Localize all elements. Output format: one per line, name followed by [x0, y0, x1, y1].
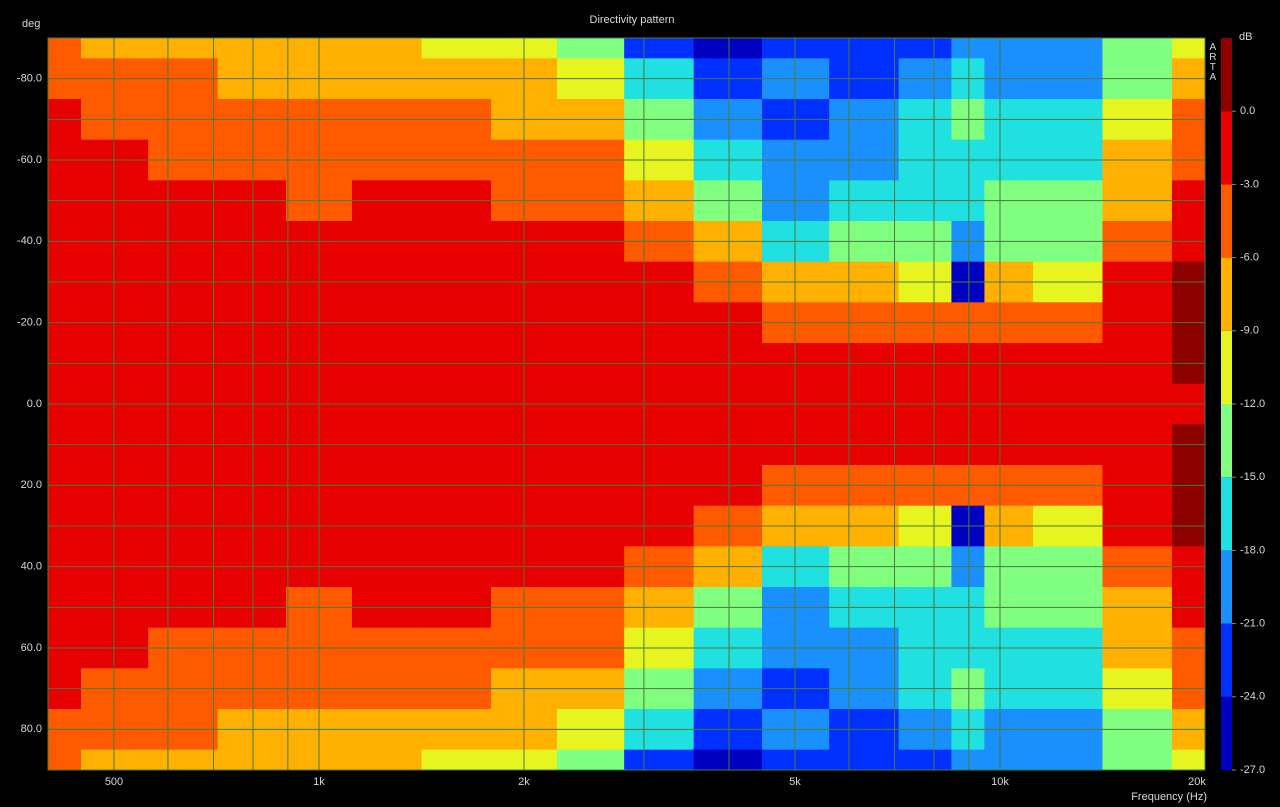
contour-cell: [148, 38, 219, 59]
y-tick-label: -60.0: [17, 154, 42, 166]
colorbar-band: [1221, 38, 1232, 112]
y-tick-label: -80.0: [17, 73, 42, 85]
colorbar-tick-label: -3.0: [1240, 178, 1259, 190]
contour-cell: [984, 38, 1034, 59]
x-tick-label: 1k: [313, 776, 325, 788]
contour-cell: [829, 749, 900, 770]
colorbar-tick-label: -27.0: [1240, 764, 1265, 776]
contour-cell: [829, 38, 900, 59]
contour-cell: [351, 38, 422, 59]
x-tick-label: 5k: [789, 776, 801, 788]
contour-cell: [217, 38, 287, 59]
colorbar-label: dB: [1239, 31, 1252, 43]
contour-cell: [761, 749, 830, 770]
colorbar-tick-label: -21.0: [1240, 618, 1265, 630]
y-tick-label: -40.0: [17, 235, 42, 247]
colorbar-band: [1221, 477, 1232, 551]
contour-cell: [693, 38, 763, 59]
colorbar-band: [1221, 111, 1232, 185]
colorbar-band: [1221, 623, 1232, 697]
contour-cell: [1172, 749, 1205, 770]
contour-cell: [984, 749, 1034, 770]
contour-cell: [80, 749, 149, 770]
contour-cell: [556, 749, 625, 770]
contour-cell: [80, 38, 149, 59]
y-tick-label: 60.0: [21, 642, 42, 654]
y-tick-label: -20.0: [17, 317, 42, 329]
contour-cell: [48, 749, 82, 770]
y-tick-label: 0.0: [27, 398, 42, 410]
colorbar-tick-label: -18.0: [1240, 544, 1265, 556]
y-tick-label: 80.0: [21, 723, 42, 735]
contour-cell: [1102, 749, 1173, 770]
contour-cell: [421, 38, 492, 59]
chart-title: Directivity pattern: [590, 14, 675, 26]
colorbar-band: [1221, 696, 1232, 770]
grid: [47, 37, 1206, 771]
x-tick-label: 2k: [518, 776, 530, 788]
contour-cell: [898, 749, 952, 770]
colorbar-tick-label: 0.0: [1240, 105, 1255, 117]
contour-cell: [48, 38, 82, 59]
contour-cell: [351, 749, 422, 770]
contour-cell: [421, 749, 492, 770]
contour-cell: [217, 749, 287, 770]
x-tick-label: 10k: [991, 776, 1009, 788]
x-tick-label: 500: [105, 776, 123, 788]
colorbar-band: [1221, 184, 1232, 258]
colorbar-band: [1221, 257, 1232, 331]
colorbar-tick-label: -24.0: [1240, 691, 1265, 703]
contour-cell: [1172, 38, 1205, 59]
contour-cell: [1032, 38, 1103, 59]
contour-cell: [951, 38, 985, 59]
contour-cell: [556, 38, 625, 59]
contour-cell: [898, 38, 952, 59]
contour-cell: [624, 749, 695, 770]
colorbar-tick-label: -15.0: [1240, 471, 1265, 483]
colorbar-band: [1221, 404, 1232, 478]
colorbar-tick-label: -6.0: [1240, 252, 1259, 264]
y-tick-label: 40.0: [21, 561, 42, 573]
contour-cell: [761, 38, 830, 59]
contour-cell: [951, 749, 985, 770]
x-tick-label: 20k: [1188, 776, 1206, 788]
watermark: ARTA: [1207, 42, 1218, 82]
contour-cell: [1102, 38, 1173, 59]
contour-cell: [148, 749, 219, 770]
contour-cell: [693, 749, 763, 770]
contour-cell: [1032, 749, 1103, 770]
colorbar-band: [1221, 330, 1232, 404]
colorbar-tick-label: -9.0: [1240, 325, 1259, 337]
colorbar-tick-label: -12.0: [1240, 398, 1265, 410]
plot-border: [47, 37, 1206, 771]
x-axis-label: Frequency (Hz): [1131, 791, 1207, 803]
contour-cell: [624, 38, 695, 59]
y-axis-label: deg: [22, 18, 40, 30]
colorbar-band: [1221, 550, 1232, 624]
y-tick-label: 20.0: [21, 479, 42, 491]
